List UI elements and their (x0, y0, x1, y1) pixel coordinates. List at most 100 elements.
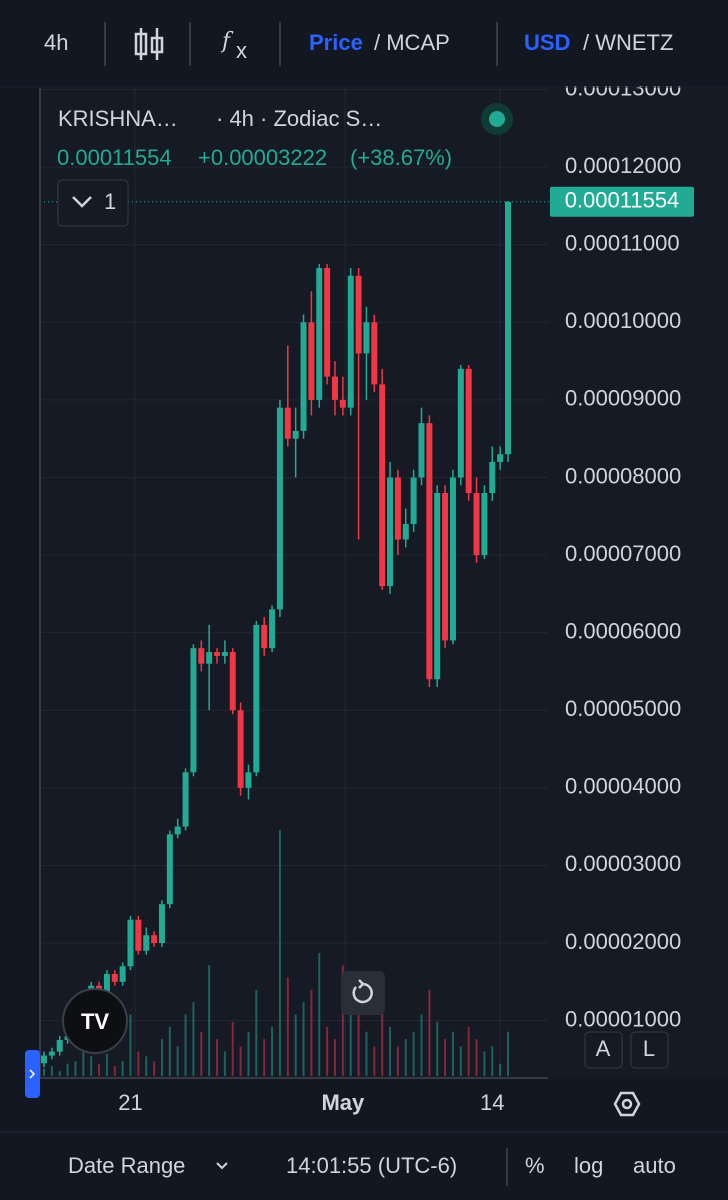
candle-body (387, 477, 394, 587)
svg-text:x: x (236, 38, 247, 63)
volume-bar (263, 1039, 266, 1076)
volume-bar (491, 1046, 494, 1076)
candle-body (465, 368, 472, 493)
volume-bar (499, 1063, 502, 1076)
candle-body (269, 609, 276, 649)
candle-body (324, 268, 331, 377)
candle-body (111, 974, 118, 982)
change-pct: (+38.67%) (350, 145, 452, 170)
volume-bar (184, 1014, 187, 1076)
candle-body (214, 652, 221, 656)
candle-body (292, 430, 299, 439)
candle-body (449, 477, 456, 641)
candle-body (221, 652, 228, 656)
chevron (72, 196, 92, 208)
y-tick-label: 0.00012000 (565, 153, 681, 178)
volume-bar (310, 989, 313, 1076)
candle-body (339, 399, 346, 408)
candle-body (505, 201, 511, 455)
mcap-toggle[interactable]: / MCAP (374, 30, 450, 55)
candle-body (103, 974, 110, 998)
volume-bar (192, 1002, 195, 1076)
candle-body (331, 376, 338, 400)
y-tick-label: 0.00011000 (565, 231, 680, 256)
volume-bar (420, 1014, 423, 1076)
y-tick-label: 0.00007000 (565, 541, 681, 566)
candle-body (190, 648, 197, 773)
candle-body (355, 275, 362, 354)
chart-type-icon[interactable] (134, 28, 164, 60)
tv-logo-mark: TV (81, 1009, 109, 1034)
volume-bar (231, 1021, 234, 1076)
volume-bar (318, 953, 321, 1076)
volume-bar (145, 1056, 148, 1076)
candle-body (253, 624, 260, 773)
volume-bar (58, 1071, 61, 1076)
date-range[interactable]: Date Range (68, 1153, 185, 1178)
volume-bar (365, 1031, 368, 1076)
candle-body (237, 710, 244, 788)
price-toggle[interactable]: Price (309, 30, 363, 55)
volume-bar (404, 1039, 407, 1076)
candle-body (41, 1055, 47, 1064)
percent-toggle[interactable]: % (525, 1153, 545, 1178)
volume-bar (286, 977, 289, 1076)
candle-body (402, 524, 409, 540)
y-tick-label: 0.00004000 (565, 774, 681, 799)
y-tick-label: 0.00009000 (565, 386, 681, 411)
volume-bar (294, 1014, 297, 1076)
date-range-chevron (216, 1162, 228, 1170)
usd-toggle[interactable]: USD (524, 30, 570, 55)
indicator-toggle[interactable] (57, 179, 129, 227)
candle-body (127, 919, 134, 967)
reset-icon (352, 979, 373, 1004)
last-price-tag (550, 186, 694, 217)
side-tab[interactable] (25, 1050, 40, 1098)
change: +0.00003222 (198, 145, 327, 170)
candle-body (347, 275, 354, 408)
y-tick-label: 0.00005000 (565, 696, 681, 721)
last-price-label: 0.00011554 (565, 188, 680, 213)
side-tab-arrow (29, 1069, 36, 1079)
last-price: 0.00011554 (57, 145, 172, 170)
candle-body (261, 624, 268, 649)
candle-body (316, 268, 323, 400)
volume-bar (459, 1046, 462, 1076)
auto-toggle[interactable]: auto (633, 1153, 676, 1178)
log-scale-button[interactable] (630, 1031, 669, 1069)
volume-bar (50, 1066, 53, 1076)
candle-body (497, 454, 504, 462)
volume-bar (200, 1031, 203, 1076)
volume-bar (66, 1063, 69, 1076)
candle-body (229, 652, 236, 711)
auto-scale-button[interactable] (584, 1031, 623, 1069)
volume-bar (121, 1061, 124, 1076)
x-tick-label: 14 (480, 1090, 504, 1115)
tv-logo[interactable] (62, 988, 128, 1054)
reset-button[interactable] (341, 971, 385, 1015)
volume-bar (389, 1026, 392, 1076)
candle-body (379, 384, 386, 587)
log-scale-label: L (643, 1036, 655, 1061)
indicator-count: 1 (104, 189, 116, 214)
volume-bar (43, 1068, 45, 1076)
quote-toggle[interactable]: / WNETZ (583, 30, 673, 55)
volume-bar (74, 1061, 77, 1076)
time-axis: 21 May 14 (118, 1090, 504, 1115)
settings-icon[interactable] (613, 1091, 641, 1117)
volume-bar (507, 1031, 509, 1076)
volume-bar (428, 989, 431, 1076)
x-tick-label: 21 (118, 1090, 142, 1115)
volume-bar (373, 1046, 376, 1076)
volume-bar (176, 1046, 179, 1076)
interval[interactable]: 4h (44, 30, 68, 55)
volume-bar (483, 1051, 486, 1076)
candle-body (371, 322, 378, 385)
toolbar (0, 0, 728, 86)
candle-body (457, 368, 464, 478)
volume-bar (475, 1039, 478, 1076)
volume-bar (98, 1063, 101, 1076)
log-toggle[interactable]: log (574, 1153, 603, 1178)
candle-body (481, 493, 488, 556)
